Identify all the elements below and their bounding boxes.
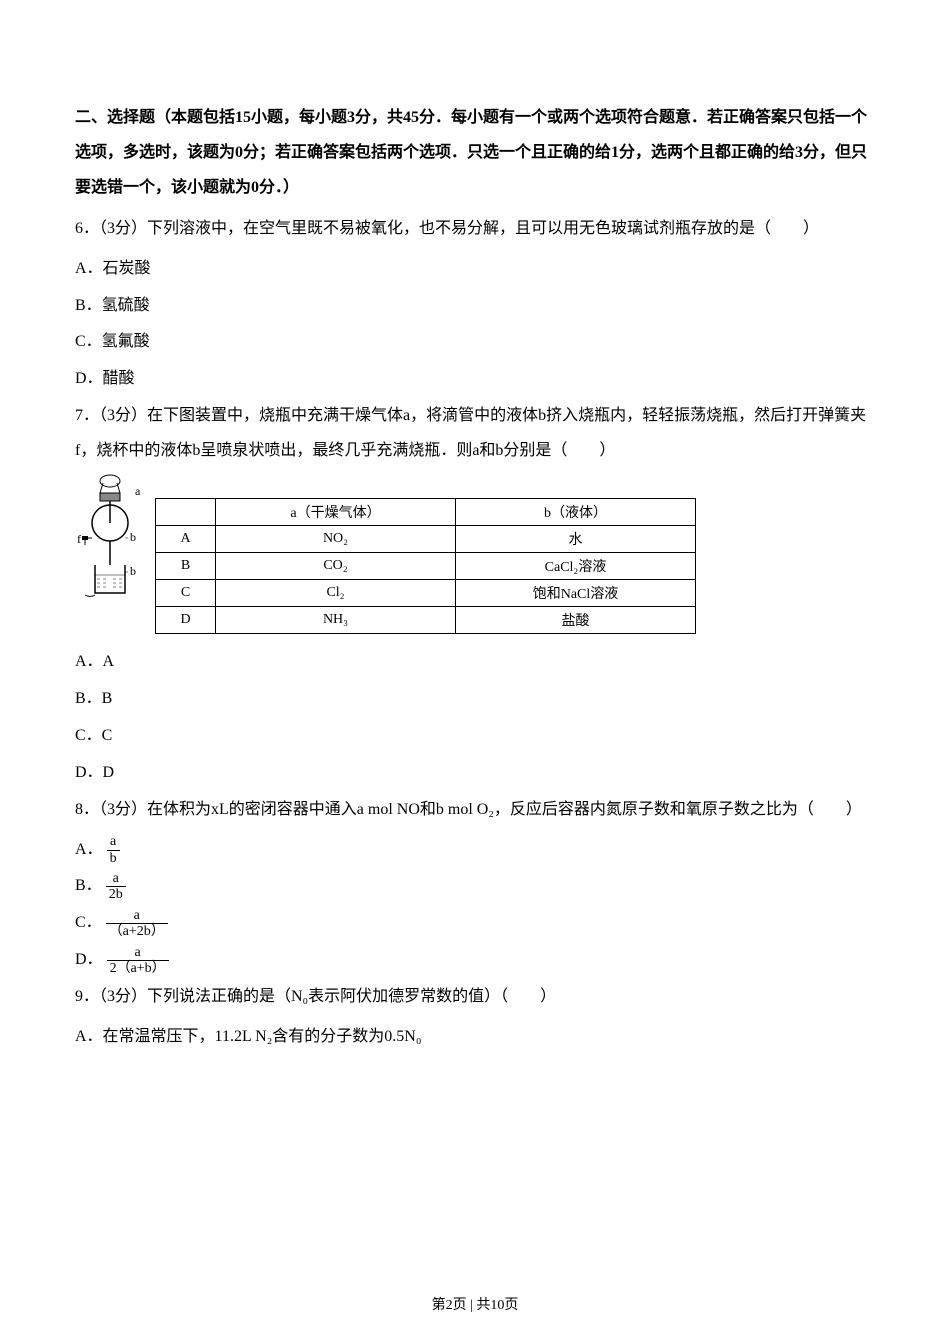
apparatus-diagram: a f b b [75, 473, 145, 603]
table-row: D NH₃ 盐酸 [156, 607, 696, 634]
q7-row-c-label: C [156, 580, 216, 607]
q6-option-d: D．醋酸 [75, 361, 875, 398]
q7-th-blank [156, 499, 216, 526]
q8-d-num: a [107, 945, 169, 961]
q6-stem: 6．（3分）下列溶液中，在空气里既不易被氧化，也不易分解，且可以用无色玻璃试剂瓶… [75, 211, 875, 246]
q8-option-a: A． a b [75, 832, 875, 869]
q8-stem: 8．（3分）在体积为xL的密闭容器中通入a mol NO和b mol O₂，反应… [75, 792, 875, 827]
q9-option-a: A．在常温常压下，11.2L N₂含有的分子数为0.5N₀ [75, 1019, 875, 1056]
q8-a-prefix: A． [75, 841, 103, 858]
q8-b-num: a [106, 871, 126, 887]
q8-a-den: b [107, 851, 120, 866]
q8-option-d: D． a 2（a+b） [75, 942, 875, 979]
q9-stem: 9．（3分）下列说法正确的是（N₀表示阿伏加德罗常数的值）（ ） [75, 979, 875, 1014]
q7-row-b-gas: CO₂ [216, 553, 456, 580]
q7-option-d: D．D [75, 755, 875, 792]
q7-row-c-gas: Cl₂ [216, 580, 456, 607]
table-row: B CO₂ CaCl₂溶液 [156, 553, 696, 580]
q8-b-den: 2b [106, 887, 126, 902]
q8-a-num: a [107, 834, 120, 850]
q8-b-fraction: a 2b [106, 871, 126, 903]
footer-sep: | [467, 1298, 477, 1313]
apparatus-label-a: a [135, 484, 141, 498]
q7-row-a-liquid: 水 [456, 526, 696, 553]
table-row: A NO₂ 水 [156, 526, 696, 553]
q7-row-c-liquid: 饱和NaCl溶液 [456, 580, 696, 607]
q8-c-num: a [106, 908, 168, 924]
q8-d-den: 2（a+b） [107, 961, 169, 976]
q7-row-a-label: A [156, 526, 216, 553]
q7-th-liquid: b（液体） [456, 499, 696, 526]
q7-row-d-label: D [156, 607, 216, 634]
q7-row-a-gas: NO₂ [216, 526, 456, 553]
q7-figure-table-row: a f b b a（干燥气体） b（液体） A NO₂ 水 B CO₂ CaCl… [75, 473, 875, 634]
q6-option-c: C．氢氟酸 [75, 324, 875, 361]
q8-b-prefix: B． [75, 877, 102, 894]
apparatus-label-f: f [77, 532, 81, 546]
table-row: C Cl₂ 饱和NaCl溶液 [156, 580, 696, 607]
q7-stem: 7．（3分）在下图装置中，烧瓶中充满干燥气体a，将滴管中的液体b挤入烧瓶内，轻轻… [75, 398, 875, 468]
footer-page: 第2页 [432, 1298, 467, 1313]
q8-a-fraction: a b [107, 834, 120, 866]
q7-option-a: A．A [75, 644, 875, 681]
q8-option-b: B． a 2b [75, 868, 875, 905]
q8-d-prefix: D． [75, 951, 103, 968]
q6-option-a: A．石炭酸 [75, 251, 875, 288]
q7-th-gas: a（干燥气体） [216, 499, 456, 526]
q7-row-d-gas: NH₃ [216, 607, 456, 634]
q8-c-prefix: C． [75, 914, 102, 931]
q7-option-c: C．C [75, 718, 875, 755]
q6-option-b: B．氢硫酸 [75, 288, 875, 325]
q8-c-fraction: a （a+2b） [106, 908, 168, 940]
apparatus-label-b2: b [130, 564, 136, 578]
q8-c-den: （a+2b） [106, 924, 168, 939]
q8-option-c: C． a （a+2b） [75, 905, 875, 942]
q7-row-b-label: B [156, 553, 216, 580]
page-footer: 第2页 | 共10页 [0, 1294, 950, 1314]
footer-total: 共10页 [476, 1298, 518, 1313]
q7-table: a（干燥气体） b（液体） A NO₂ 水 B CO₂ CaCl₂溶液 C Cl… [155, 498, 696, 634]
section-title: 二、选择题（本题包括15小题，每小题3分，共45分．每小题有一个或两个选项符合题… [75, 100, 875, 206]
q8-d-fraction: a 2（a+b） [107, 945, 169, 977]
q7-row-d-liquid: 盐酸 [456, 607, 696, 634]
q7-option-b: B．B [75, 681, 875, 718]
q7-row-b-liquid: CaCl₂溶液 [456, 553, 696, 580]
apparatus-label-b1: b [130, 530, 136, 544]
